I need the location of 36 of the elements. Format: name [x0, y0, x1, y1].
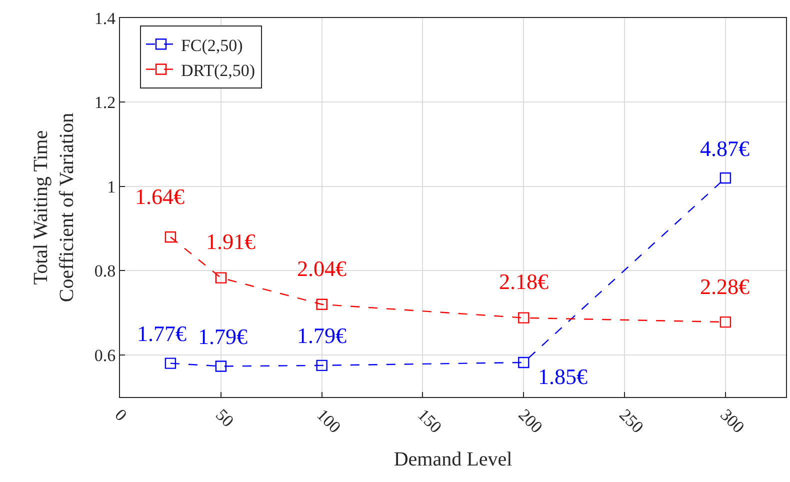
y-tick-label: 1.4 [94, 8, 116, 28]
x-tick-label: 200 [514, 405, 546, 437]
annotation: 1.64€ [135, 184, 184, 209]
legend-label: FC(2,50) [180, 36, 243, 55]
point [215, 272, 227, 284]
y-axis-title: Total Waiting Time Coefficient of Variation [30, 112, 78, 302]
point [215, 360, 227, 372]
annotation: 4.87€ [700, 136, 750, 161]
y-tick-label: 1 [107, 177, 116, 196]
point [518, 356, 530, 368]
annotation: 1.79€ [198, 324, 248, 349]
x-tick-label: 0 [111, 405, 131, 425]
point [164, 358, 176, 369]
x-axis-title: Demand Level [394, 448, 513, 470]
annotation: 2.18€ [499, 269, 548, 294]
annotation: 1.91€ [206, 229, 256, 254]
y-tick-label: 0.6 [94, 346, 116, 365]
annotation: 1.85€ [538, 364, 588, 389]
point [518, 312, 530, 324]
legend-label: DRT(2,50) [180, 60, 256, 80]
y-tick-label: 1.2 [94, 93, 116, 112]
x-tick-label: 300 [716, 405, 748, 437]
point [316, 298, 328, 310]
point [720, 172, 732, 184]
x-tick-label: 100 [312, 405, 344, 437]
point [720, 316, 732, 328]
x-tick-label: 150 [414, 405, 446, 437]
annotation: 1.79€ [297, 323, 346, 348]
point [316, 360, 328, 372]
annotation: 2.28€ [700, 274, 750, 299]
y-tick-label: 0.8 [94, 262, 116, 281]
annotation: 1.77€ [137, 321, 186, 346]
x-tick-label: 50 [212, 405, 238, 431]
point [164, 231, 176, 243]
annotation: 2.04€ [297, 256, 346, 281]
x-tick-label: 250 [616, 405, 648, 437]
